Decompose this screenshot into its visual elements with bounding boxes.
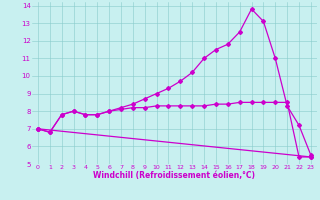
X-axis label: Windchill (Refroidissement éolien,°C): Windchill (Refroidissement éolien,°C) — [93, 171, 255, 180]
